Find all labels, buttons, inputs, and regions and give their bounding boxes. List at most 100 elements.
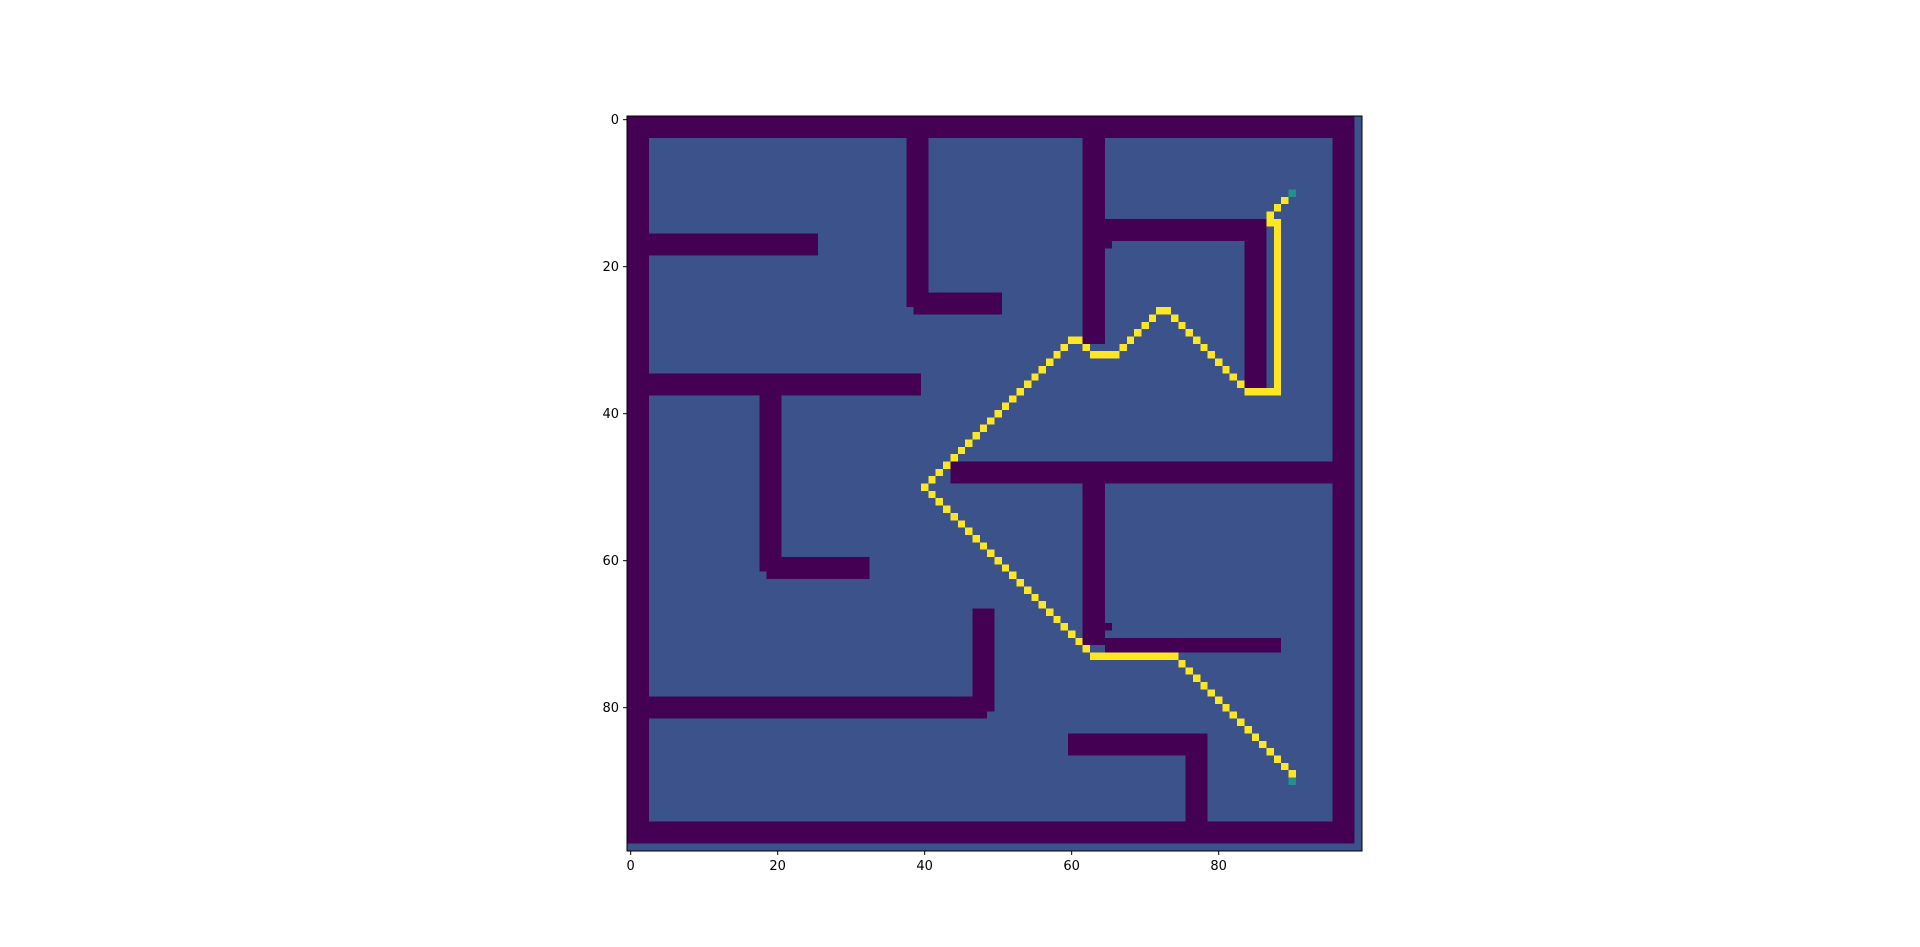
path-cell bbox=[1192, 336, 1201, 344]
path-cell bbox=[1229, 711, 1238, 719]
path-cell bbox=[1009, 571, 1017, 580]
path-cell bbox=[1273, 270, 1282, 278]
maze-wall bbox=[1082, 483, 1105, 646]
path-cell bbox=[1104, 351, 1113, 359]
path-cell bbox=[1273, 285, 1282, 293]
path-cell bbox=[1200, 343, 1208, 352]
path-cell bbox=[1273, 329, 1282, 337]
path-cell bbox=[1045, 608, 1054, 616]
path-cell bbox=[1031, 373, 1039, 381]
maze-wall bbox=[913, 292, 1002, 315]
path-cell bbox=[1082, 343, 1091, 352]
path-cell bbox=[1134, 329, 1142, 337]
path-cell bbox=[1075, 637, 1083, 646]
path-cell bbox=[1273, 299, 1282, 308]
path-cell bbox=[1273, 373, 1282, 381]
path-cell bbox=[1273, 321, 1282, 330]
maze-wall bbox=[972, 608, 995, 712]
path-cell bbox=[1141, 652, 1149, 660]
path-cell bbox=[1273, 380, 1282, 388]
path-cell bbox=[994, 557, 1002, 565]
maze-wall bbox=[906, 116, 929, 308]
path-cell bbox=[1060, 343, 1068, 352]
path-cell bbox=[1273, 307, 1282, 315]
path-cell bbox=[1082, 645, 1091, 653]
maze-wall bbox=[1104, 240, 1113, 249]
maze-wall bbox=[1104, 218, 1252, 241]
x-tick-label: 0 bbox=[627, 859, 635, 874]
path-cell bbox=[1119, 343, 1127, 352]
path-cell bbox=[1156, 652, 1164, 660]
y-tick-label: 60 bbox=[602, 554, 619, 569]
path-cell bbox=[1288, 770, 1296, 778]
path-cell bbox=[1170, 652, 1179, 660]
path-cell bbox=[972, 432, 980, 440]
maze-wall bbox=[1332, 116, 1355, 844]
path-cell bbox=[1251, 733, 1260, 741]
path-cell bbox=[965, 439, 973, 447]
path-cell bbox=[1148, 314, 1157, 322]
path-cell bbox=[1244, 726, 1252, 734]
path-cell bbox=[1273, 255, 1282, 263]
maze-heatmap bbox=[627, 116, 1362, 851]
path-cell bbox=[1068, 336, 1076, 344]
path-cell bbox=[994, 410, 1002, 418]
path-cell bbox=[1178, 321, 1186, 330]
path-cell bbox=[1273, 248, 1282, 256]
path-cell bbox=[1053, 615, 1061, 624]
path-cell bbox=[1038, 365, 1046, 374]
maze-wall bbox=[972, 711, 988, 719]
path-cell bbox=[972, 534, 980, 543]
maze-wall bbox=[1082, 116, 1105, 344]
path-cell bbox=[1273, 263, 1282, 271]
maze-wall bbox=[766, 557, 870, 580]
path-cell bbox=[1244, 387, 1252, 396]
path-cell bbox=[1134, 652, 1142, 660]
path-cell bbox=[1215, 696, 1223, 704]
path-cell bbox=[1273, 358, 1282, 366]
path-cell bbox=[1266, 218, 1274, 227]
path-cell bbox=[1097, 652, 1105, 660]
path-cell bbox=[1001, 564, 1010, 572]
path-cell bbox=[1273, 226, 1282, 234]
path-cell bbox=[1023, 380, 1032, 388]
path-cell bbox=[1126, 336, 1135, 344]
path-cell bbox=[1273, 292, 1282, 300]
maze-wall bbox=[1185, 733, 1208, 822]
axes-frame bbox=[626, 115, 1363, 852]
path-cell bbox=[957, 520, 966, 528]
y-tick-label: 0 bbox=[611, 113, 619, 128]
start-cell bbox=[1288, 189, 1296, 197]
path-cell bbox=[1273, 365, 1282, 374]
path-cell bbox=[1112, 351, 1120, 359]
path-cell bbox=[950, 512, 958, 521]
path-cell bbox=[935, 498, 944, 506]
path-cell bbox=[1016, 387, 1024, 396]
path-cell bbox=[1104, 652, 1113, 660]
path-cell bbox=[1119, 652, 1127, 660]
y-tick-label: 20 bbox=[602, 260, 619, 275]
path-cell bbox=[1156, 307, 1164, 315]
path-cell bbox=[1273, 387, 1282, 396]
path-cell bbox=[1222, 365, 1230, 374]
x-tick-label: 60 bbox=[1063, 859, 1080, 874]
x-tick-label: 40 bbox=[916, 859, 933, 874]
path-cell bbox=[1259, 740, 1267, 749]
path-cell bbox=[950, 454, 958, 462]
path-cell bbox=[1273, 351, 1282, 359]
path-cell bbox=[921, 483, 929, 491]
path-cell bbox=[1038, 601, 1046, 609]
path-cell bbox=[1045, 358, 1054, 366]
maze-wall bbox=[1244, 218, 1267, 388]
path-cell bbox=[1185, 329, 1193, 337]
path-cell bbox=[1266, 387, 1274, 396]
path-cell bbox=[1229, 373, 1238, 381]
path-cell bbox=[928, 476, 936, 484]
path-cell bbox=[1266, 211, 1274, 219]
path-cell bbox=[965, 527, 973, 535]
maze-wall bbox=[1104, 623, 1113, 631]
path-cell bbox=[928, 490, 936, 499]
path-cell bbox=[979, 542, 988, 550]
path-cell bbox=[1207, 689, 1215, 697]
